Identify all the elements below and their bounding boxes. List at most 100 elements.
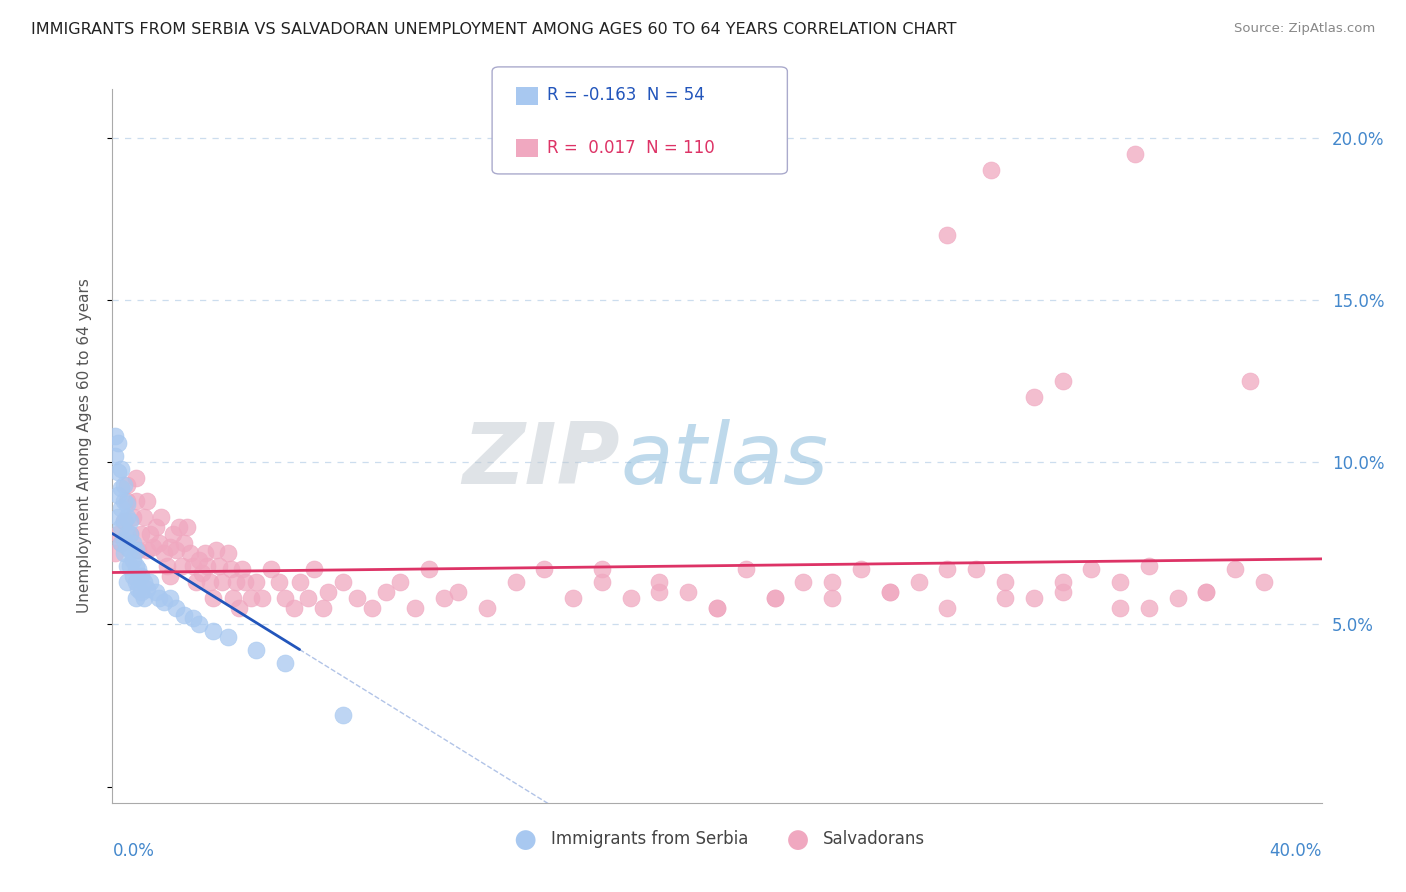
Point	[375, 585, 398, 599]
Point	[179, 546, 201, 560]
Point	[139, 575, 162, 590]
Point	[648, 575, 671, 590]
Point	[233, 575, 256, 590]
Point	[173, 607, 195, 622]
Point	[115, 526, 138, 541]
Point	[148, 591, 170, 606]
Text: R = -0.163  N = 54: R = -0.163 N = 54	[547, 87, 704, 104]
Point	[332, 708, 354, 723]
Point	[231, 562, 253, 576]
Point	[1239, 374, 1261, 388]
Point	[205, 542, 228, 557]
Point	[269, 575, 291, 590]
Point	[202, 591, 225, 606]
Point	[389, 575, 412, 590]
Point	[994, 575, 1017, 590]
Point	[134, 510, 156, 524]
Point	[107, 510, 129, 524]
Point	[121, 536, 143, 550]
Point	[153, 546, 176, 560]
Point	[112, 533, 135, 547]
Point	[115, 494, 138, 508]
Point	[159, 540, 181, 554]
Point	[505, 575, 527, 590]
Point	[980, 163, 1002, 178]
Point	[1167, 591, 1189, 606]
Point	[763, 591, 786, 606]
Point	[167, 520, 190, 534]
Point	[148, 536, 170, 550]
Point	[124, 494, 146, 508]
Point	[112, 514, 135, 528]
Point	[121, 510, 143, 524]
Point	[219, 562, 242, 576]
Point	[879, 585, 901, 599]
Point	[1225, 562, 1247, 576]
Point	[118, 526, 141, 541]
Point	[297, 591, 319, 606]
Point	[245, 643, 267, 657]
Point	[821, 591, 844, 606]
Point	[112, 478, 135, 492]
Point	[170, 559, 193, 574]
Point	[165, 542, 187, 557]
Point	[360, 601, 382, 615]
Text: ZIP: ZIP	[463, 418, 620, 502]
Legend: Immigrants from Serbia, Salvadorans: Immigrants from Serbia, Salvadorans	[502, 824, 932, 855]
Y-axis label: Unemployment Among Ages 60 to 64 years: Unemployment Among Ages 60 to 64 years	[77, 278, 91, 614]
Point	[1109, 601, 1132, 615]
Point	[1253, 575, 1275, 590]
Point	[110, 461, 132, 475]
Point	[129, 568, 152, 582]
Point	[127, 542, 149, 557]
Point	[134, 591, 156, 606]
Point	[150, 510, 173, 524]
Point	[734, 562, 756, 576]
Point	[404, 601, 426, 615]
Point	[936, 228, 959, 243]
Point	[115, 478, 138, 492]
Text: 0.0%: 0.0%	[112, 842, 155, 860]
Point	[994, 591, 1017, 606]
Point	[127, 562, 149, 576]
Point	[110, 520, 132, 534]
Point	[217, 631, 239, 645]
Point	[260, 562, 283, 576]
Point	[194, 546, 217, 560]
Point	[110, 481, 132, 495]
Point	[1022, 390, 1045, 404]
Point	[115, 559, 138, 574]
Point	[118, 514, 141, 528]
Point	[202, 624, 225, 638]
Point	[533, 562, 555, 576]
Point	[1137, 601, 1160, 615]
Point	[110, 536, 132, 550]
Point	[1195, 585, 1218, 599]
Point	[936, 562, 959, 576]
Point	[145, 520, 167, 534]
Point	[792, 575, 814, 590]
Point	[200, 575, 222, 590]
Point	[107, 465, 129, 479]
Point	[139, 526, 162, 541]
Point	[591, 562, 613, 576]
Point	[965, 562, 987, 576]
Point	[311, 601, 333, 615]
Point	[124, 591, 146, 606]
Point	[274, 591, 297, 606]
Point	[173, 536, 195, 550]
Point	[124, 575, 146, 590]
Point	[418, 562, 440, 576]
Point	[648, 585, 671, 599]
Point	[184, 575, 207, 590]
Point	[115, 575, 138, 590]
Point	[107, 526, 129, 541]
Point	[245, 575, 267, 590]
Point	[346, 591, 368, 606]
Point	[121, 552, 143, 566]
Point	[591, 575, 613, 590]
Point	[104, 429, 127, 443]
Point	[1109, 575, 1132, 590]
Point	[107, 488, 129, 502]
Point	[222, 591, 245, 606]
